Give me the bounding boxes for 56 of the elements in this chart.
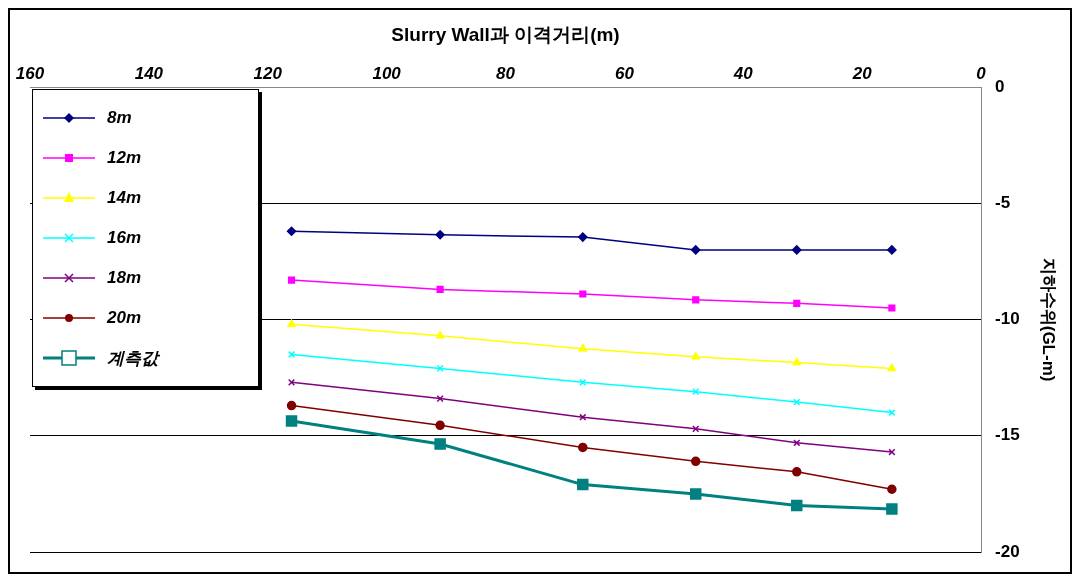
point xyxy=(435,420,445,431)
y-tick-label: 0 xyxy=(995,76,1005,96)
point xyxy=(436,285,444,293)
point xyxy=(793,299,801,307)
point xyxy=(286,226,297,237)
point xyxy=(791,499,803,512)
legend-label: 14m xyxy=(107,188,142,209)
point xyxy=(287,276,296,284)
point xyxy=(287,350,296,359)
point xyxy=(578,343,587,352)
x-axis-title: Slurry Wall과 이격거리(m) xyxy=(391,23,620,45)
y-tick-label: -15 xyxy=(995,425,1020,445)
point xyxy=(689,488,702,500)
point xyxy=(886,503,898,515)
point xyxy=(287,319,296,327)
x-tick-label: 100 xyxy=(372,63,402,83)
x-tick-label: 20 xyxy=(851,63,873,83)
y-tick-label: -20 xyxy=(995,541,1020,561)
point xyxy=(435,230,445,240)
x-tick-label: 40 xyxy=(732,63,754,83)
point xyxy=(888,304,896,312)
point xyxy=(887,363,897,372)
point xyxy=(579,290,587,298)
point xyxy=(578,232,588,242)
legend-label: 18m xyxy=(107,268,142,289)
point xyxy=(690,456,701,467)
point xyxy=(286,400,297,411)
legend-label: 16m xyxy=(107,228,142,249)
x-tick-label: 140 xyxy=(134,63,164,83)
point xyxy=(887,245,897,255)
x-tick-label: 80 xyxy=(496,63,516,83)
x-tick-label: 60 xyxy=(614,63,635,83)
legend-label: 12m xyxy=(107,148,142,169)
y-tick-label: -5 xyxy=(995,193,1011,213)
point xyxy=(690,245,701,255)
point xyxy=(577,478,589,491)
legend-label: 8m xyxy=(107,108,132,129)
point xyxy=(793,439,801,447)
y-tick-label: -10 xyxy=(995,309,1020,329)
x-tick-label: 120 xyxy=(253,63,283,83)
x-tick-label: 160 xyxy=(15,63,45,83)
point xyxy=(579,413,587,421)
point xyxy=(887,484,897,494)
point xyxy=(435,331,445,339)
x-tick-label: 0 xyxy=(976,63,987,83)
point xyxy=(578,442,588,453)
y-axis-title: 지하수위(GL-m) xyxy=(1039,257,1059,382)
point xyxy=(692,296,700,304)
legend-label: 계측값 xyxy=(107,347,158,370)
point xyxy=(691,352,700,360)
point xyxy=(285,415,298,427)
point xyxy=(792,467,802,477)
point xyxy=(434,438,446,450)
legend-label: 20m xyxy=(107,308,142,329)
point xyxy=(792,357,801,366)
point xyxy=(792,245,802,255)
